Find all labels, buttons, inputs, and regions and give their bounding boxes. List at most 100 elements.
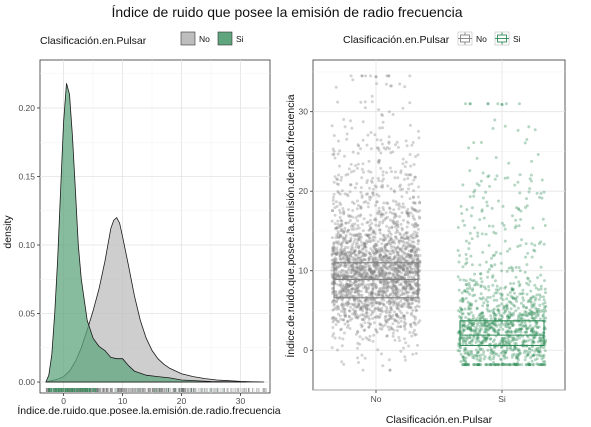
jitter-point-no <box>392 284 396 288</box>
jitter-point-no <box>363 321 367 325</box>
jitter-point-si <box>527 283 531 287</box>
jitter-point-si <box>466 300 470 304</box>
jitter-point-no <box>340 250 344 254</box>
jitter-point-no <box>353 186 357 190</box>
jitter-point-si <box>464 363 468 367</box>
jitter-point-no <box>378 126 382 130</box>
jitter-point-no <box>389 237 393 241</box>
jitter-point-no <box>330 252 334 256</box>
density-legend-label-si: Si <box>236 34 244 44</box>
jitter-point-no <box>343 310 347 314</box>
jitter-point-no <box>387 256 390 260</box>
jitter-point-no <box>415 234 419 238</box>
jitter-point-si <box>495 291 499 295</box>
jitter-point-si <box>504 330 508 334</box>
jitter-point-no <box>361 264 365 268</box>
jitter-point-no <box>364 245 368 248</box>
jitter-point-no <box>386 281 390 285</box>
jitter-point-no <box>341 288 345 292</box>
jitter-point-no <box>335 300 339 304</box>
jitter-point-no <box>349 264 353 268</box>
jitter-point-no <box>410 286 414 290</box>
jitter-point-no <box>375 301 379 305</box>
jitter-point-no <box>373 235 377 239</box>
jitter-point-no <box>348 327 352 330</box>
jitter-point-no <box>386 318 390 322</box>
jitter-point-no <box>387 110 391 114</box>
jitter-point-no <box>339 248 342 252</box>
jitter-point-no <box>389 151 393 155</box>
jitter-point-si <box>528 338 532 342</box>
jitter-point-no <box>372 321 376 325</box>
jitter-point-no <box>348 232 352 236</box>
jitter-point-si <box>516 245 520 248</box>
jitter-point-no <box>410 270 414 274</box>
jitter-point-no <box>366 220 370 224</box>
jitter-point-no <box>332 180 336 184</box>
jitter-point-no <box>407 235 411 239</box>
jitter-point-no <box>330 262 334 266</box>
jitter-point-no <box>405 291 409 295</box>
jitter-point-no <box>397 264 401 267</box>
jitter-point-no <box>417 239 421 243</box>
jitter-point-no <box>385 201 389 205</box>
jitter-point-no <box>356 151 360 155</box>
jitter-point-no <box>385 300 389 304</box>
jitter-point-no <box>410 143 414 147</box>
jitter-point-no <box>335 204 339 208</box>
jitter-point-no <box>361 229 365 233</box>
jitter-point-no <box>380 242 384 246</box>
jitter-point-no <box>365 303 369 307</box>
jitter-point-no <box>334 240 338 244</box>
jitter-point-no <box>396 251 400 255</box>
jitter-point-si <box>473 283 477 287</box>
jitter-point-no <box>351 78 355 82</box>
jitter-point-no <box>389 262 393 266</box>
jitter-point-no <box>371 303 375 307</box>
jitter-point-si <box>497 323 501 327</box>
jitter-point-no <box>353 271 357 275</box>
jitter-point-no <box>336 265 340 269</box>
jitter-point-no <box>396 325 400 329</box>
jitter-point-no <box>402 265 406 269</box>
jitter-point-si <box>464 283 468 286</box>
jitter-point-no <box>373 232 377 236</box>
jitter-point-no <box>403 358 407 362</box>
jitter-point-no <box>341 274 345 278</box>
jitter-point-si <box>458 278 462 282</box>
jitter-point-no <box>379 257 383 261</box>
jitter-point-si <box>544 305 548 308</box>
jitter-point-no <box>366 299 370 303</box>
jitter-point-no <box>358 269 362 273</box>
jitter-point-no <box>409 305 413 309</box>
jitter-point-no <box>416 195 420 199</box>
jitter-point-no <box>343 285 347 289</box>
jitter-point-no <box>355 315 359 318</box>
jitter-point-si <box>478 296 482 300</box>
jitter-point-no <box>330 124 334 128</box>
jitter-point-si <box>488 337 492 341</box>
jitter-point-no <box>332 302 336 306</box>
jitter-point-no <box>345 289 349 293</box>
jitter-point-no <box>370 276 374 280</box>
jitter-point-si <box>513 304 517 308</box>
jitter-point-si <box>478 218 482 222</box>
jitter-point-no <box>400 293 403 297</box>
jitter-point-no <box>389 238 393 241</box>
jitter-point-no <box>365 305 369 309</box>
jitter-point-no <box>334 299 338 303</box>
jitter-point-si <box>501 298 505 302</box>
jitter-point-si <box>528 187 532 191</box>
jitter-point-no <box>396 220 400 224</box>
jitter-point-no <box>388 252 392 256</box>
jitter-point-no <box>414 266 418 270</box>
jitter-point-no <box>379 249 382 253</box>
jitter-point-si <box>509 321 513 325</box>
jitter-point-no <box>356 330 360 334</box>
jitter-point-no <box>407 183 411 187</box>
jitter-point-no <box>366 234 370 238</box>
jitter-point-no <box>364 299 368 303</box>
jitter-point-no <box>339 219 343 222</box>
jitter-point-no <box>357 293 361 296</box>
jitter-point-no <box>409 302 413 306</box>
